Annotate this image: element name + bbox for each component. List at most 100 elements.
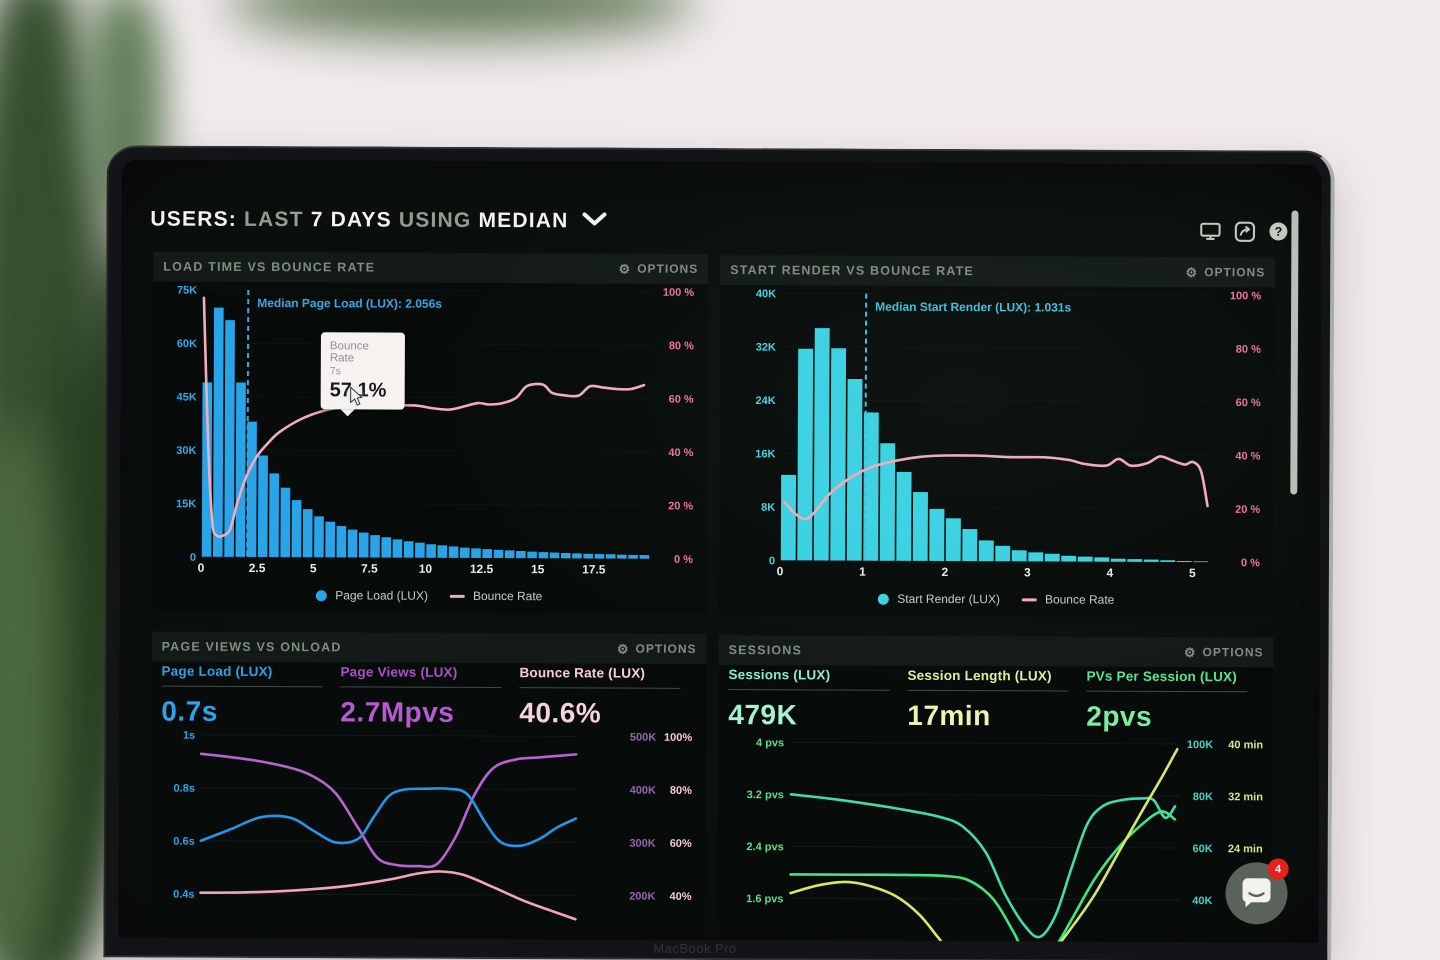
svg-text:2.5: 2.5 (249, 561, 266, 575)
svg-text:80 %: 80 % (1236, 344, 1261, 356)
svg-text:0.6s: 0.6s (173, 836, 194, 848)
plant-leaf (225, 0, 695, 37)
svg-text:60 %: 60 % (1236, 397, 1261, 409)
panel-start-render: START RENDER VS BOUNCE RATE ⚙ OPTIONS 40K… (718, 255, 1276, 618)
chat-bubble-icon (1242, 878, 1271, 908)
scrollbar[interactable] (1290, 210, 1299, 495)
svg-text:15K: 15K (176, 498, 196, 510)
start-render-chart[interactable]: 40K 100 % 32K 80 % 24K 60 % 16K 40 % 8K 20 % 0 0 % 0… (719, 285, 1275, 587)
legend-bounce-rate[interactable]: Bounce Rate (449, 589, 542, 603)
svg-text:0: 0 (198, 561, 205, 575)
header-icons: ? (1199, 220, 1289, 242)
svg-text:1s: 1s (183, 730, 195, 742)
svg-text:32K: 32K (756, 342, 776, 354)
svg-text:3.2 pvs: 3.2 pvs (747, 789, 784, 801)
dashboard-screen: USERS: LAST 7 DAYS USING MEDIAN ? LOAD T… (118, 159, 1322, 943)
monitor-icon[interactable] (1199, 220, 1221, 242)
options-button[interactable]: ⚙ OPTIONS (1185, 264, 1266, 280)
panel-page-views: PAGE VIEWS VS ONLOAD ⚙ OPTIONS Page Load … (149, 631, 707, 943)
laptop: USERS: LAST 7 DAYS USING MEDIAN ? LOAD T… (103, 145, 1335, 960)
svg-text:80 %: 80 % (669, 340, 694, 352)
svg-text:32 min: 32 min (1228, 791, 1263, 803)
chevron-down-icon[interactable] (582, 211, 607, 231)
panel-title: START RENDER VS BOUNCE RATE (730, 263, 975, 279)
svg-text:400K: 400K (630, 785, 656, 797)
svg-text:30K: 30K (176, 445, 196, 457)
svg-text:12.5: 12.5 (470, 562, 494, 576)
divider (1086, 690, 1248, 693)
svg-text:7.5: 7.5 (361, 561, 378, 575)
svg-text:2.4 pvs: 2.4 pvs (746, 841, 783, 853)
svg-text:0: 0 (769, 555, 775, 567)
panel-load-time-header: LOAD TIME VS BOUNCE RATE ⚙ OPTIONS (153, 251, 709, 284)
svg-text:15: 15 (531, 562, 545, 576)
svg-text:?: ? (1275, 225, 1283, 239)
options-button[interactable]: ⚙ OPTIONS (616, 641, 697, 657)
legend-start-render[interactable]: Start Render (LUX) (878, 592, 1000, 606)
gear-icon: ⚙ (1183, 644, 1197, 660)
svg-text:60 %: 60 % (669, 394, 694, 406)
gear-icon: ⚙ (618, 261, 632, 277)
svg-text:40 min: 40 min (1228, 739, 1263, 751)
gear-icon: ⚙ (1185, 264, 1199, 280)
svg-text:100%: 100% (664, 732, 692, 744)
svg-text:0.8s: 0.8s (174, 783, 195, 795)
dashboard-header[interactable]: USERS: LAST 7 DAYS USING MEDIAN (150, 207, 607, 234)
svg-text:0: 0 (777, 564, 784, 578)
options-button[interactable]: ⚙ OPTIONS (618, 261, 699, 277)
panel-start-render-header: START RENDER VS BOUNCE RATE ⚙ OPTIONS (720, 255, 1276, 288)
svg-text:4: 4 (1107, 566, 1114, 580)
metric-session-length: Session Length (LUX) 17min (907, 668, 1086, 733)
share-icon[interactable] (1233, 220, 1255, 242)
panel-load-time: LOAD TIME VS BOUNCE RATE ⚙ OPTIONS 75K 10 0… (151, 251, 709, 614)
svg-text:5: 5 (1189, 566, 1196, 580)
svg-text:60K: 60K (177, 338, 197, 350)
bezel-label: MacBook Pro (653, 940, 737, 957)
svg-text:10: 10 (419, 562, 433, 576)
svg-text:2: 2 (942, 565, 949, 579)
mouse-cursor-icon (343, 384, 373, 419)
svg-text:45K: 45K (176, 391, 196, 403)
svg-text:40%: 40% (669, 891, 691, 903)
page-title: USERS: LAST 7 DAYS USING MEDIAN (150, 207, 569, 233)
svg-text:300K: 300K (629, 838, 655, 850)
svg-text:Median Page Load (LUX): 2.056s: Median Page Load (LUX): 2.056s (257, 296, 442, 311)
svg-text:20 %: 20 % (1235, 504, 1260, 516)
plant-leaf (0, 0, 110, 960)
svg-text:8K: 8K (761, 502, 775, 514)
legend-bounce-rate[interactable]: Bounce Rate (1021, 592, 1114, 607)
svg-text:0 %: 0 % (674, 554, 693, 566)
divider (340, 686, 502, 689)
plant-leaf (0, 420, 65, 960)
options-button[interactable]: ⚙ OPTIONS (1183, 644, 1264, 660)
chat-badge: 4 (1267, 858, 1289, 880)
divider (519, 687, 681, 689)
svg-text:1.6 pvs: 1.6 pvs (746, 893, 783, 905)
svg-text:0 %: 0 % (1241, 557, 1260, 569)
metrics-row: Page Load (LUX) 0.7s Page Views (LUX) 2.… (161, 664, 698, 730)
panel-title: SESSIONS (728, 643, 803, 658)
series-dot (316, 589, 328, 601)
divider (907, 689, 1069, 692)
svg-text:40K: 40K (1192, 895, 1212, 907)
load-time-chart[interactable]: 75K 100 % 60K 80 % 45K 60 % 30K 40 % 15K 20 % 0 0 %… (152, 282, 708, 584)
svg-text:60%: 60% (670, 838, 692, 850)
divider (728, 689, 890, 691)
svg-text:100 %: 100 % (1230, 290, 1261, 302)
sessions-chart[interactable]: 4 pvs 100K 40 min 3.2 pvs 80K 32 min 2.4 pvs 60… (717, 737, 1273, 943)
chat-button[interactable]: 4 (1225, 858, 1289, 925)
panel-title: PAGE VIEWS VS ONLOAD (161, 639, 342, 655)
svg-text:17.5: 17.5 (582, 562, 606, 576)
svg-text:5: 5 (310, 561, 317, 575)
help-icon[interactable]: ? (1267, 220, 1289, 242)
metric-bounce-rate: Bounce Rate (LUX) 40.6% (519, 665, 698, 730)
svg-text:4 pvs: 4 pvs (756, 737, 784, 749)
svg-text:80K: 80K (1193, 791, 1213, 803)
pageviews-chart[interactable]: 1s 500K 100% 0.8s 400K 80% 0.6s 300K 60% 0.4s 200K… (150, 730, 706, 943)
svg-text:16K: 16K (755, 448, 775, 460)
panel-title: LOAD TIME VS BOUNCE RATE (163, 259, 376, 275)
legend-page-load[interactable]: Page Load (LUX) (316, 588, 428, 603)
metric-sessions: Sessions (LUX) 479K (728, 667, 907, 732)
legend: Start Render (LUX) Bounce Rate (719, 591, 1274, 607)
svg-text:75K: 75K (177, 285, 197, 297)
